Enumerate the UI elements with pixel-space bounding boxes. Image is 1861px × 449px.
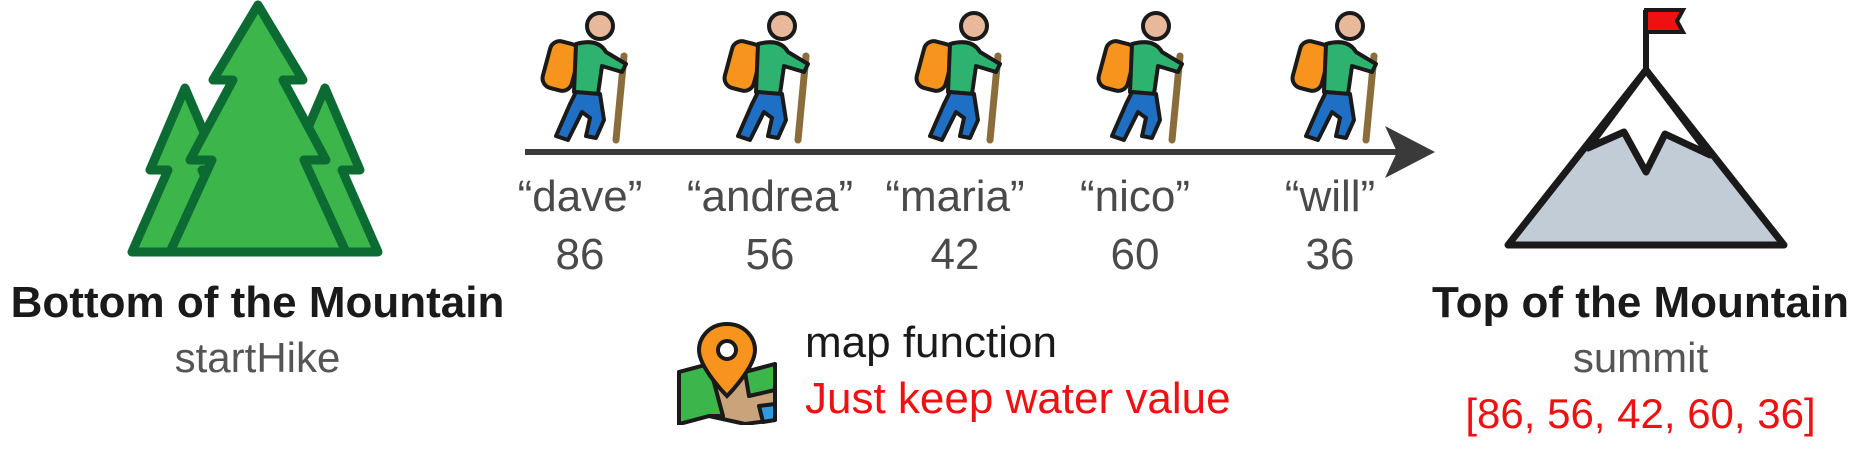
summit-result: [86, 56, 42, 60, 36]	[1465, 390, 1816, 437]
map-function-label: map function	[805, 318, 1057, 367]
hiker-water-value: 36	[1305, 230, 1355, 279]
hiker-name: “andrea”	[686, 172, 854, 221]
hiker-water-value: 56	[745, 230, 795, 279]
hiker-name: “nico”	[1079, 172, 1191, 221]
hiker-water-value: 42	[930, 230, 980, 279]
hiker-name: “dave”	[517, 172, 643, 221]
hiker-water-value: 86	[555, 230, 605, 279]
hiker-name: “maria”	[885, 172, 1025, 221]
map-pin-icon	[677, 321, 777, 425]
hiker-water-value: 60	[1110, 230, 1160, 279]
hiker-icon	[1290, 11, 1378, 144]
start-subtitle: startHike	[174, 334, 341, 381]
hiker-icon	[914, 11, 1002, 144]
hiker-icon	[540, 11, 628, 144]
start-title: Bottom of the Mountain	[10, 278, 505, 327]
end-title: Top of the Mountain	[1431, 278, 1850, 327]
mountain-summit-icon	[1504, 8, 1788, 249]
pine-trees-icon	[127, 0, 383, 257]
hiker-name: “will”	[1284, 172, 1376, 221]
hiker-icon	[1096, 11, 1184, 144]
map-function-description: Just keep water value	[805, 374, 1231, 423]
hiker-icon	[722, 11, 810, 144]
end-subtitle: summit	[1572, 334, 1709, 381]
